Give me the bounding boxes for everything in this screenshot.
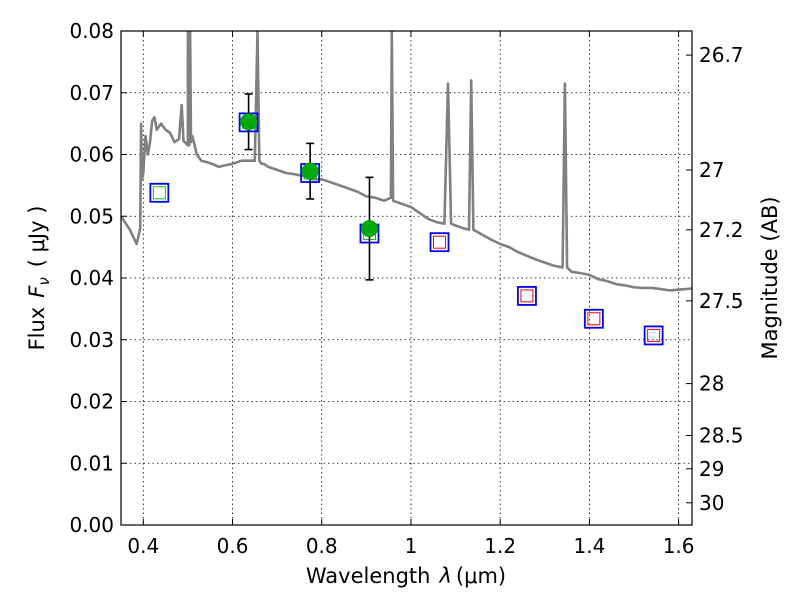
model-point-box <box>429 232 450 253</box>
measured-point <box>240 113 258 131</box>
model-point-inner <box>520 289 534 303</box>
x-tick-label: 0.8 <box>306 534 338 558</box>
y-tick-label: 0.04 <box>69 266 114 290</box>
y2-tick-label: 27.2 <box>699 218 744 242</box>
x-tick-label: 1.6 <box>663 534 695 558</box>
x-tick-label: 1.2 <box>484 534 516 558</box>
y2-tick-label: 27.5 <box>699 289 744 313</box>
y-axis-label: FluxFν( μJy ) <box>25 206 53 351</box>
y-tick-label: 0.03 <box>69 328 114 352</box>
model-point-box <box>643 325 664 346</box>
model-point-inner <box>433 235 447 249</box>
axis-ticks: 0.4 0.6 0.8 1 1.2 1.4 1.6 0.00 0.01 0.02 0.03 0.04 0… <box>69 19 743 558</box>
x-tick-label: 0.4 <box>127 534 159 558</box>
y-tick-label: 0.02 <box>69 390 114 414</box>
model-point-box <box>583 308 604 329</box>
model-point-inner <box>152 186 166 200</box>
y2-tick-label: 26.7 <box>699 43 744 67</box>
grid <box>121 31 692 525</box>
y2-axis-label: Magnitude (AB) <box>758 196 782 359</box>
spectrum-line <box>121 31 692 292</box>
model-point-box <box>149 182 170 203</box>
plot-area <box>121 31 692 346</box>
model-point-box <box>517 286 537 306</box>
y-tick-label: 0.06 <box>69 143 114 167</box>
y2-tick-label: 27 <box>699 158 724 182</box>
y2-tick-label: 29 <box>699 457 724 481</box>
y2-tick-label: 28 <box>699 372 724 396</box>
y2-tick-label: 30 <box>699 491 724 515</box>
measured-point <box>301 162 319 180</box>
model-point-inner <box>587 312 601 326</box>
x-axis-label: Wavelength λ (μm) <box>306 564 506 588</box>
y-tick-label: 0.01 <box>69 451 114 475</box>
y-tick-label: 0.00 <box>69 513 114 537</box>
y-tick-label: 0.07 <box>69 81 114 105</box>
x-tick-label: 0.6 <box>217 534 249 558</box>
model-point-inner <box>647 328 661 342</box>
x-tick-label: 1 <box>405 534 418 558</box>
measured-point <box>360 220 378 238</box>
y2-tick-label: 28.5 <box>699 423 744 447</box>
y-tick-label: 0.05 <box>69 204 114 228</box>
x-tick-label: 1.4 <box>573 534 605 558</box>
y-tick-label: 0.08 <box>69 19 114 43</box>
